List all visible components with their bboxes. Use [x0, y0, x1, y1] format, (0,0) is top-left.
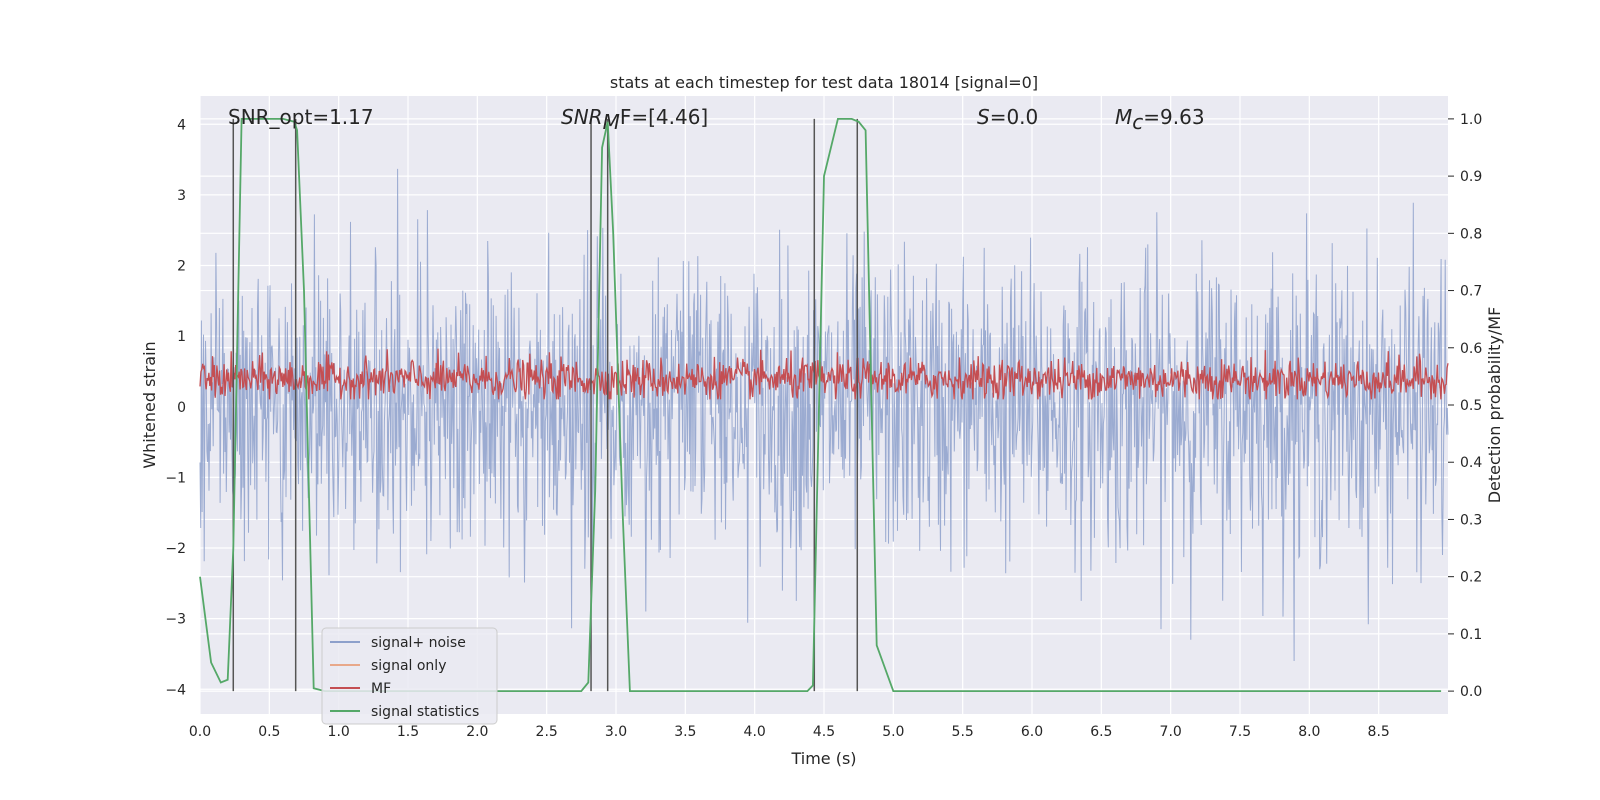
series-signal-statistics-line: [199, 118, 1442, 692]
legend-label-signal-noise: signal+ noise: [371, 635, 466, 651]
y-axis-right-label: Detection probability/MF: [1485, 307, 1504, 504]
x-tick-label-0: 0.0: [189, 724, 211, 740]
x-tick-label-4: 2.0: [466, 724, 488, 740]
annotation-s-rest: =0.0: [990, 105, 1039, 129]
legend-label-mf: MF: [371, 681, 391, 697]
y-axis-right-ticks: 0.0 0.1 0.2 0.3 0.4 0.5 0.6 0.7 0.8 0.9 1.0: [1448, 112, 1482, 700]
y-left-tick-label-7: 3: [177, 188, 186, 204]
y-right-tick-label-6: 0.6: [1460, 341, 1482, 357]
x-tick-label-11: 5.5: [952, 724, 974, 740]
y-right-tick-label-5: 0.5: [1460, 398, 1482, 414]
annotation-snr-mf-base: SNR: [561, 105, 603, 129]
series-signal-noise: [199, 168, 1449, 662]
series-mf: [199, 348, 1449, 400]
y-left-tick-label-1: −3: [165, 612, 186, 628]
y-left-tick-label-0: −4: [165, 682, 186, 698]
annotation-snr-mf-sub: M: [603, 110, 620, 134]
x-tick-label-1: 0.5: [258, 724, 280, 740]
x-tick-label-16: 8.0: [1298, 724, 1320, 740]
y-right-tick-label-1: 0.1: [1460, 627, 1482, 643]
x-tick-label-3: 1.5: [397, 724, 419, 740]
series-mf-line: [199, 348, 1449, 400]
annotation-snr-opt: SNR_opt=1.17: [228, 105, 374, 129]
y-left-tick-label-3: −1: [165, 470, 186, 486]
y-left-tick-label-8: 4: [177, 117, 186, 133]
x-tick-label-5: 2.5: [536, 724, 558, 740]
annotation-s: S=0.0: [977, 105, 1038, 129]
x-tick-label-14: 7.0: [1160, 724, 1182, 740]
y-right-tick-label-2: 0.2: [1460, 570, 1482, 586]
annotation-mc-base: M: [1115, 105, 1132, 129]
y-left-tick-label-6: 2: [177, 259, 186, 275]
chart-title: stats at each timestep for test data 180…: [610, 73, 1038, 92]
legend: signal+ noise signal only MF signal stat…: [321, 627, 498, 725]
x-tick-label-12: 6.0: [1021, 724, 1043, 740]
x-tick-label-2: 1.0: [328, 724, 350, 740]
y-right-tick-label-4: 0.4: [1460, 455, 1482, 471]
x-tick-label-13: 6.5: [1090, 724, 1112, 740]
y-left-tick-label-4: 0: [177, 400, 186, 416]
annotation-s-var: S: [977, 105, 990, 129]
y-left-tick-label-5: 1: [177, 329, 186, 345]
y-axis-left-label: Whitened strain: [140, 341, 159, 468]
y-axis-left-ticks: −4 −3 −2 −1 0 1 2 3 4: [165, 117, 186, 698]
annotation-mc: Mc=9.63: [1115, 105, 1205, 134]
x-tick-label-6: 3.0: [605, 724, 627, 740]
x-tick-label-10: 5.0: [882, 724, 904, 740]
legend-box: [321, 627, 498, 725]
y-right-tick-label-8: 0.8: [1460, 226, 1482, 242]
x-axis-ticks: 0.0 0.5 1.0 1.5 2.0 2.5 3.0 3.5 4.0 4.5 5.0 5.5 6.0 6…: [189, 724, 1390, 740]
annotation-mc-rest: =9.63: [1143, 105, 1204, 129]
annotation-snr-mf-rest: F=[4.46]: [620, 105, 708, 129]
y-right-tick-label-3: 0.3: [1460, 512, 1482, 528]
y-right-tick-label-0: 0.0: [1460, 684, 1482, 700]
x-tick-label-7: 3.5: [674, 724, 696, 740]
annotation-mc-sub: c: [1132, 110, 1143, 134]
y-left-tick-label-2: −2: [165, 541, 186, 557]
y-right-tick-label-7: 0.7: [1460, 284, 1482, 300]
vertical-markers: [232, 118, 859, 692]
y-right-tick-label-10: 1.0: [1460, 112, 1482, 128]
series-signal-noise-line: [199, 168, 1449, 662]
x-tick-label-9: 4.5: [813, 724, 835, 740]
series-signal-statistics: [199, 118, 1442, 692]
x-tick-label-17: 8.5: [1368, 724, 1390, 740]
x-tick-label-15: 7.5: [1229, 724, 1251, 740]
y-right-tick-label-9: 0.9: [1460, 169, 1482, 185]
legend-label-signal-only: signal only: [371, 658, 446, 674]
legend-label-signal-statistics: signal statistics: [371, 704, 479, 720]
x-axis-label: Time (s): [790, 749, 856, 768]
x-tick-label-8: 4.0: [744, 724, 766, 740]
annotation-snr-mf: SNRMF=[4.46]: [561, 105, 708, 134]
